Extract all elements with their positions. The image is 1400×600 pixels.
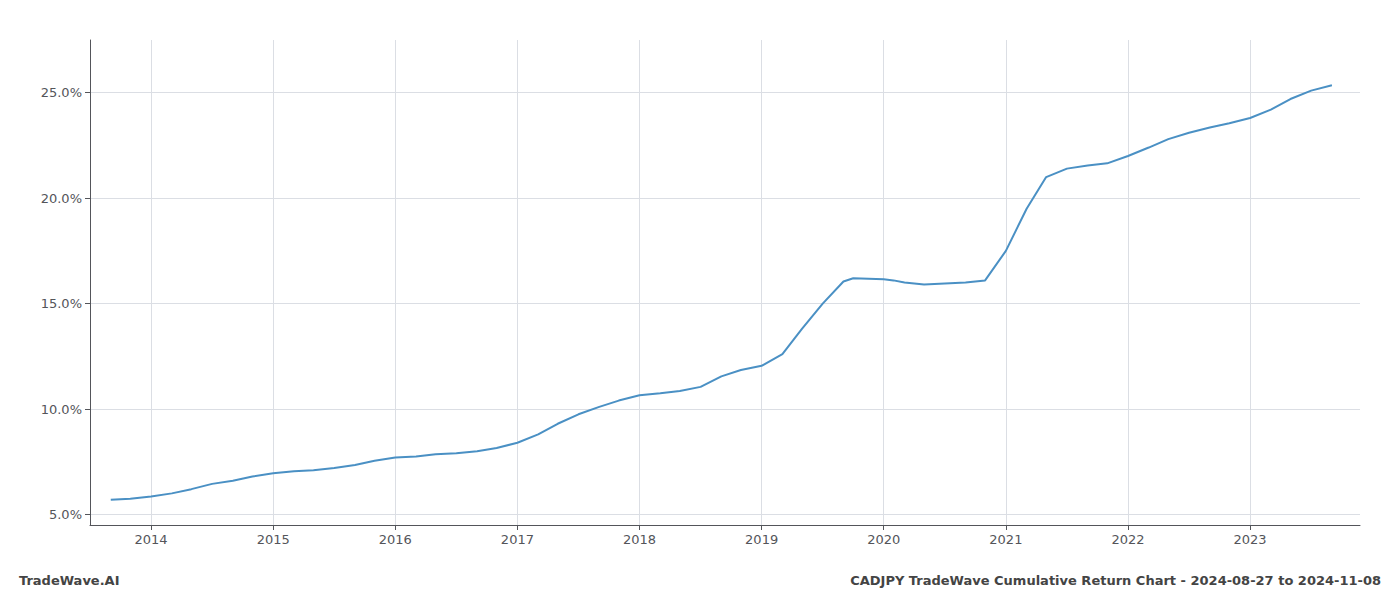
svg-text:2018: 2018	[623, 532, 656, 547]
svg-text:2020: 2020	[867, 532, 900, 547]
svg-text:20.0%: 20.0%	[41, 191, 82, 206]
svg-text:TradeWave.AI: TradeWave.AI	[19, 573, 120, 588]
svg-text:2021: 2021	[989, 532, 1022, 547]
svg-text:2017: 2017	[501, 532, 534, 547]
svg-text:2019: 2019	[745, 532, 778, 547]
svg-text:CADJPY TradeWave Cumulative Re: CADJPY TradeWave Cumulative Return Chart…	[850, 573, 1381, 588]
svg-text:2015: 2015	[257, 532, 290, 547]
svg-text:5.0%: 5.0%	[49, 507, 82, 522]
svg-text:25.0%: 25.0%	[41, 85, 82, 100]
svg-text:2016: 2016	[379, 532, 412, 547]
svg-text:2023: 2023	[1234, 532, 1267, 547]
svg-text:2022: 2022	[1111, 532, 1144, 547]
svg-text:10.0%: 10.0%	[41, 402, 82, 417]
svg-text:15.0%: 15.0%	[41, 296, 82, 311]
svg-text:2014: 2014	[135, 532, 168, 547]
